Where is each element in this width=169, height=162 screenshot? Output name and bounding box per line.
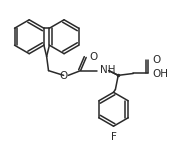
Text: O: O: [59, 71, 68, 81]
Text: OH: OH: [152, 69, 168, 79]
Text: F: F: [111, 132, 116, 142]
Text: NH: NH: [100, 65, 116, 75]
Text: O: O: [152, 55, 160, 65]
Text: O: O: [89, 52, 97, 62]
